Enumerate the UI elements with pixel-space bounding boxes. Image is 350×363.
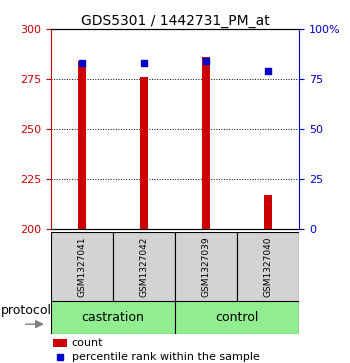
Text: GSM1327039: GSM1327039 [202,236,211,297]
Bar [51,232,113,301]
Bar [140,77,148,229]
Bar [175,232,237,301]
Text: castration: castration [82,311,144,324]
Text: percentile rank within the sample: percentile rank within the sample [72,352,260,362]
Bar [78,61,85,229]
Text: control: control [216,311,259,324]
Text: GSM1327041: GSM1327041 [77,237,86,297]
Bar [51,301,175,334]
Text: protocol: protocol [1,304,52,317]
Bar [53,339,67,347]
Bar [113,232,175,301]
Bar [175,301,299,334]
Text: count: count [72,338,103,348]
Title: GDS5301 / 1442731_PM_at: GDS5301 / 1442731_PM_at [80,14,270,28]
Bar [265,195,272,229]
Bar [202,57,210,229]
Text: GSM1327040: GSM1327040 [264,237,273,297]
Text: GSM1327042: GSM1327042 [139,237,148,297]
Bar [237,232,299,301]
